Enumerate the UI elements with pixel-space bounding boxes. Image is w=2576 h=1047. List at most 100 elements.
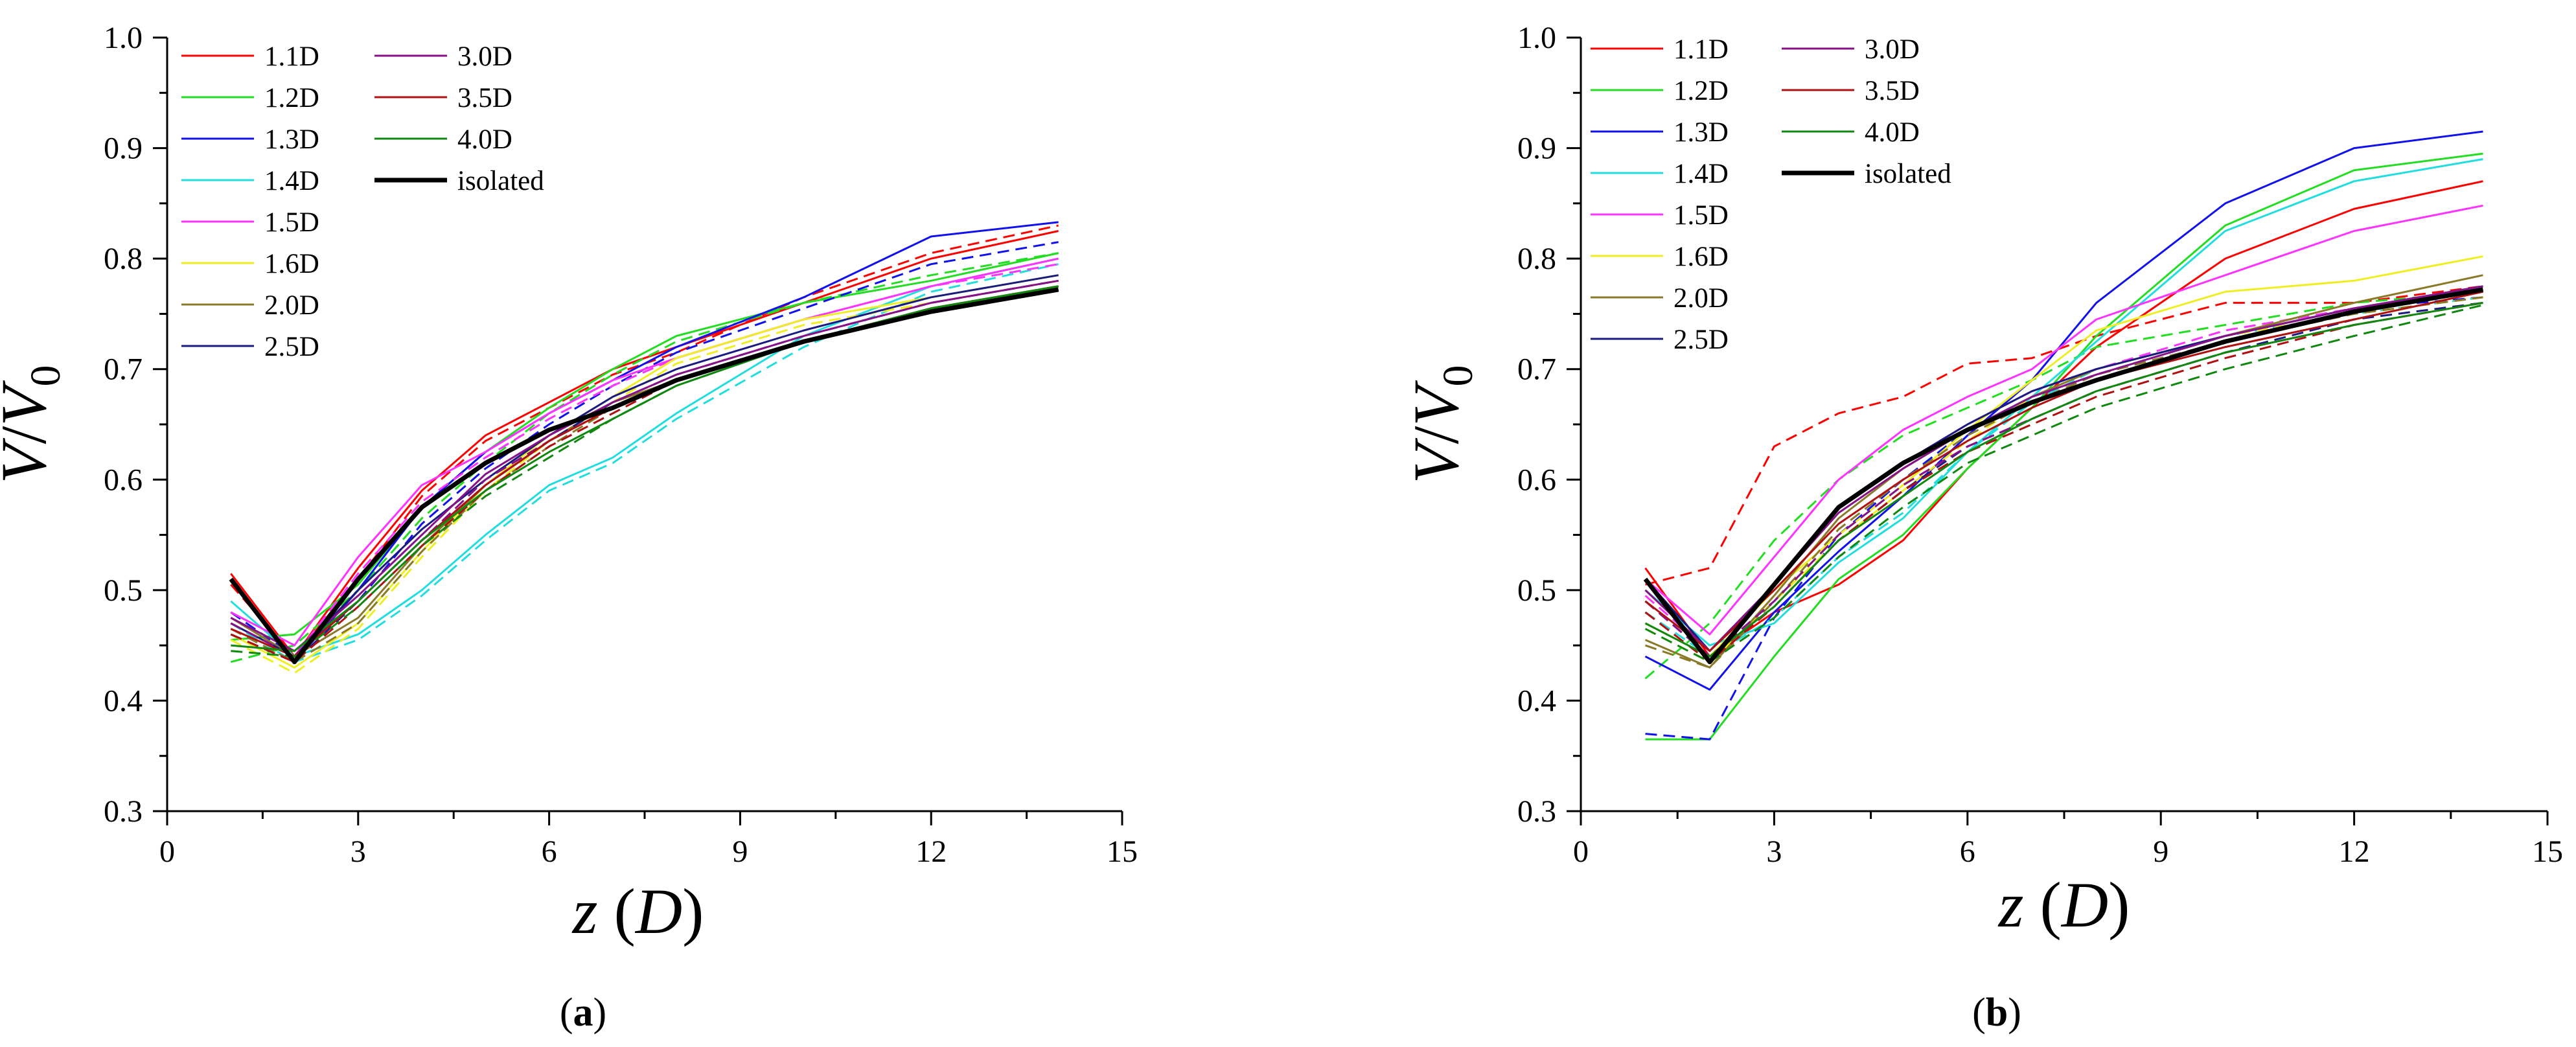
series-line-1-6D-dashed [1644, 296, 2483, 663]
x-tick-label: 3 [351, 834, 366, 869]
y-tick-label: 0.9 [1517, 132, 1556, 166]
x-tick-label: 15 [2532, 834, 2563, 869]
series-line-1-2D [231, 252, 1059, 641]
legend-label: 2.5D [264, 332, 319, 362]
series-line-1-2D [1645, 152, 2483, 741]
legend-label: 3.5D [1865, 76, 1920, 106]
series-line-3-5D [230, 285, 1059, 658]
chart-panel-a: 0 3 6 9 12 15 0.3 0.4 0.5 0.6 0.7 0.8 0.9 1.0 1.1D 1.2D… [0, 21, 1138, 1035]
x-tick-label: 9 [2153, 834, 2168, 869]
series-line-3-5D-dashed [230, 285, 1059, 663]
x-tick-label: 9 [732, 834, 748, 869]
legend-entry: 1.1D [1591, 34, 1729, 65]
legend-label: 1.2D [1673, 76, 1729, 106]
series-line-1-4D [1644, 158, 2483, 647]
series-line-1-5D-dashed [230, 263, 1059, 658]
series-line-1-5D-dashed [1644, 290, 2483, 652]
series-line-1-5D [1644, 204, 2483, 636]
series-line-1-4D-dashed [1644, 296, 2483, 658]
legend-label: 2.5D [1673, 325, 1729, 355]
y-tick-label: 0.3 [1517, 794, 1556, 829]
legend-label: 1.1D [264, 41, 319, 72]
series-line-3-0D [230, 279, 1059, 652]
legend-label: 1.4D [1673, 159, 1729, 189]
y-tick-label: 0.7 [1517, 352, 1556, 387]
legend-entry: 3.0D [1782, 34, 1920, 65]
x-tick-label: 3 [1766, 834, 1782, 869]
series-line-1-6D-dashed [230, 279, 1059, 674]
legend-entry: 2.0D [1591, 283, 1729, 314]
legend-entry: 3.5D [374, 83, 512, 113]
legend-entry: 1.4D [181, 166, 319, 196]
y-axis-title: V/V0 [0, 365, 69, 484]
series-line-3-0D-dashed [1644, 301, 2483, 658]
legend-entry: 1.3D [1591, 117, 1729, 148]
y-tick-label: 0.8 [1517, 242, 1556, 276]
legend-entry: 4.0D [1782, 117, 1920, 148]
legend-label: 1.4D [264, 166, 319, 196]
x-axis-title: z (D) [571, 875, 704, 947]
series-line-isolated [229, 287, 1059, 665]
panel-label: (b) [1972, 991, 2021, 1035]
x-tick-label: 0 [159, 834, 175, 869]
legend-label: 2.0D [1673, 283, 1729, 314]
legend-entry: 4.0D [374, 124, 512, 155]
legend-entry: 3.5D [1782, 76, 1920, 106]
series-line-1-6D [1644, 255, 2483, 658]
legend-entry: isolated [374, 166, 544, 196]
y-axis-title: V/V0 [1400, 365, 1482, 484]
legend-entry: 2.0D [181, 290, 319, 321]
x-tick-label: 12 [915, 834, 947, 869]
legend-label: 3.0D [1865, 34, 1920, 65]
legend-entry: 1.3D [181, 124, 319, 155]
y-tick-label: 0.9 [104, 132, 143, 166]
series-line-isolated [1643, 287, 2484, 665]
panel-label: (a) [560, 991, 606, 1035]
series-line-4-0D-dashed [231, 285, 1059, 658]
legend-label: 1.2D [264, 83, 319, 113]
series-line-3-0D-dashed [230, 285, 1059, 658]
series-line-3-5D [1644, 290, 2483, 652]
legend-label: 1.6D [264, 249, 319, 279]
legend-label: 1.3D [1673, 117, 1729, 148]
y-tick-label: 0.5 [104, 573, 143, 608]
y-tick-label: 0.3 [104, 794, 143, 829]
series-line-3-5D-dashed [1644, 301, 2483, 663]
series-line-1-5D [230, 257, 1059, 647]
legend-entry: 1.4D [1591, 159, 1729, 189]
legend-label: 4.0D [1865, 117, 1920, 148]
legend-label: 1.5D [264, 207, 319, 238]
series-line-4-0D-dashed [1644, 304, 2483, 663]
legend-entry: 1.2D [1591, 76, 1729, 106]
series-line-4-0D [1644, 301, 2483, 658]
legend-entry: 1.6D [181, 249, 319, 279]
x-tick-label: 15 [1107, 834, 1138, 869]
series-line-2-0D-dashed [1645, 296, 2483, 669]
legend-label: 3.5D [457, 83, 512, 113]
y-tick-label: 0.6 [1517, 463, 1556, 497]
legend-label: isolated [457, 166, 544, 196]
y-tick-label: 0.6 [104, 463, 143, 497]
series-line-1-1D-dashed [1645, 285, 2483, 586]
x-tick-label: 6 [542, 834, 557, 869]
legend-entry: 1.1D [181, 41, 319, 72]
y-tick-label: 0.4 [104, 684, 143, 718]
legend-entry: 1.2D [181, 83, 319, 113]
legend-entry: 2.5D [1591, 325, 1729, 355]
legend-label: 1.1D [1673, 34, 1729, 65]
y-tick-label: 1.0 [1517, 21, 1556, 55]
series-line-1-1D [230, 230, 1059, 658]
y-tick-label: 0.4 [1517, 684, 1556, 718]
series-line-1-4D-dashed [230, 263, 1059, 663]
x-tick-label: 0 [1573, 834, 1589, 869]
legend-entry: isolated [1782, 159, 1951, 189]
y-tick-label: 1.0 [104, 21, 143, 55]
legend-label: 1.3D [264, 124, 319, 155]
legend-entry: 1.6D [1591, 242, 1729, 272]
series-line-1-3D [1644, 130, 2483, 691]
series-line-2-0D-dashed [230, 285, 1059, 663]
series-line-4-0D [231, 285, 1059, 652]
x-tick-label: 12 [2339, 834, 2370, 869]
legend-entry: 1.5D [1591, 200, 1729, 231]
